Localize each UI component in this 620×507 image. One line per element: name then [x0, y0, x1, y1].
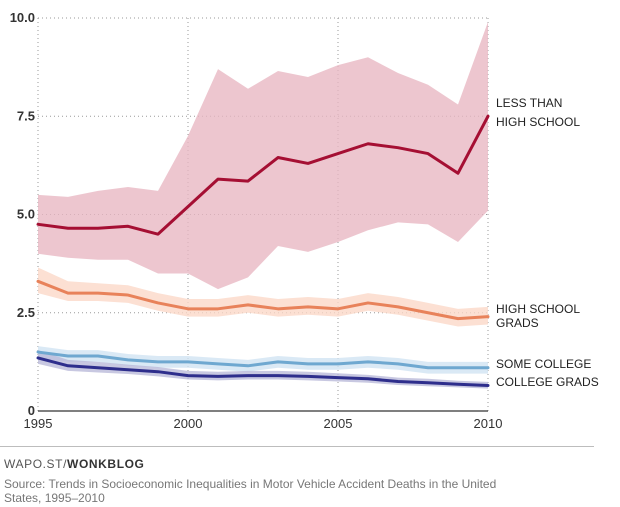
label-high-school-grads: HIGH SCHOOL GRADS	[496, 302, 580, 330]
credit-line: WAPO.ST/WONKBLOG	[4, 457, 145, 471]
source-note: Source: Trends in Socioeconomic Inequali…	[4, 477, 497, 505]
credit-wonkblog: WONKBLOG	[67, 457, 145, 471]
x-tick-label: 2005	[324, 416, 353, 431]
band-high-school-grads	[38, 267, 488, 327]
series-labels: LESS THAN HIGH SCHOOL HIGH SCHOOL GRADS SOME…	[496, 96, 599, 389]
y-tick-label: 5.0	[17, 207, 35, 222]
line-chart: 1995 2000 2005 2010 0 2.5 5.0 7.5 10.0 LESS THA…	[10, 10, 599, 431]
x-tick-label: 2000	[174, 416, 203, 431]
credit-prefix: WAPO.ST/	[4, 457, 68, 471]
x-tick-label: 2010	[474, 416, 503, 431]
y-axis-ticks: 0 2.5 5.0 7.5 10.0	[10, 10, 35, 418]
label-college-grads: COLLEGE GRADS	[496, 375, 599, 389]
y-tick-label: 0	[28, 403, 35, 418]
x-tick-label: 1995	[24, 416, 53, 431]
line-college-grads	[36, 356, 490, 387]
label-less-than-high-school: LESS THAN HIGH SCHOOL	[496, 96, 580, 129]
line-high-school-grads	[36, 279, 490, 321]
y-tick-label: 7.5	[17, 108, 35, 123]
y-tick-label: 2.5	[17, 305, 35, 320]
footer-divider	[0, 446, 594, 447]
y-tick-label: 10.0	[10, 10, 35, 25]
confidence-bands	[38, 21, 488, 389]
band-less-than-high-school	[38, 21, 488, 290]
x-axis-ticks: 1995 2000 2005 2010	[24, 416, 503, 431]
line-some-college	[36, 350, 490, 370]
series-lines	[36, 114, 490, 387]
label-some-college: SOME COLLEGE	[496, 357, 591, 371]
line-less-than-high-school	[36, 114, 490, 236]
